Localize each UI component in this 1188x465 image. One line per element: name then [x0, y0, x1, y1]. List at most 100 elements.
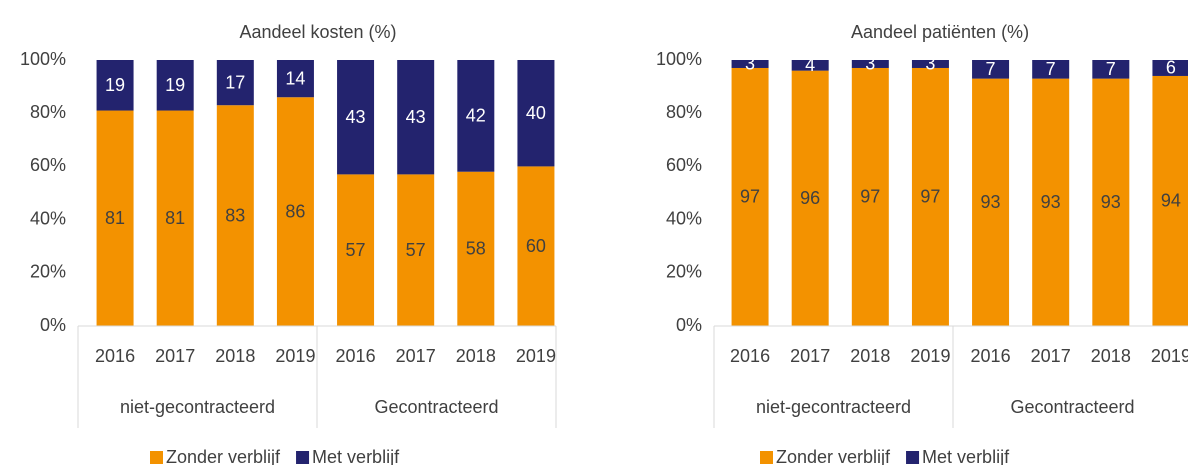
bar-segment — [1152, 60, 1188, 76]
data-label: 3 — [925, 54, 935, 74]
bar-segment — [791, 70, 829, 326]
data-label: 94 — [1161, 191, 1181, 211]
data-label: 3 — [745, 54, 755, 74]
data-label: 7 — [1106, 59, 1116, 79]
bar-segment — [276, 97, 314, 327]
bar-segment — [457, 171, 495, 326]
bar-segment — [96, 110, 134, 326]
data-label: 3 — [865, 54, 875, 74]
bar-segment — [1032, 60, 1070, 79]
bar-segment — [156, 60, 194, 111]
y-tick-label: 100% — [20, 49, 66, 69]
data-label: 97 — [740, 187, 760, 207]
bar-segment — [156, 110, 194, 326]
bar-segment — [397, 60, 435, 175]
bar-segment — [1092, 60, 1130, 79]
y-tick-label: 0% — [676, 315, 702, 335]
data-label: 86 — [285, 201, 305, 221]
bar-segment — [397, 174, 435, 326]
data-label: 19 — [105, 75, 125, 95]
legend-swatch — [906, 451, 920, 464]
group-label: niet-gecontracteerd — [120, 397, 275, 417]
x-tick-label: 2019 — [275, 346, 315, 366]
data-label: 4 — [805, 55, 815, 75]
bar-segment — [337, 60, 375, 175]
data-label: 43 — [406, 107, 426, 127]
data-label: 43 — [346, 107, 366, 127]
data-label: 42 — [466, 106, 486, 126]
x-tick-label: 2019 — [1151, 346, 1188, 366]
y-tick-label: 60% — [666, 155, 702, 175]
x-tick-label: 2017 — [790, 346, 830, 366]
bar-segment — [972, 78, 1010, 327]
bar-segment — [517, 60, 555, 167]
data-label: 40 — [526, 103, 546, 123]
bar-segment — [216, 60, 254, 106]
legend-label: Zonder verblijf — [166, 447, 281, 465]
data-label: 6 — [1166, 58, 1176, 78]
group-label: niet-gecontracteerd — [756, 397, 911, 417]
x-tick-label: 2017 — [155, 346, 195, 366]
bar-segment — [1152, 75, 1188, 327]
bar-segment — [1032, 78, 1070, 327]
data-label: 81 — [105, 208, 125, 228]
legend-label: Zonder verblijf — [776, 447, 891, 465]
bar-segment — [731, 67, 769, 326]
data-label: 97 — [860, 187, 880, 207]
data-label: 14 — [285, 68, 305, 88]
bar-segment — [731, 60, 769, 68]
x-tick-label: 2016 — [336, 346, 376, 366]
y-tick-label: 20% — [666, 262, 702, 282]
bar-segment — [216, 105, 254, 326]
x-tick-label: 2018 — [1091, 346, 1131, 366]
bar-segment — [972, 60, 1010, 79]
group-label: Gecontracteerd — [374, 397, 498, 417]
bar-segment — [517, 166, 555, 326]
legend-swatch — [296, 451, 310, 464]
data-label: 7 — [1046, 59, 1056, 79]
data-label: 97 — [920, 187, 940, 207]
bar-segment — [96, 60, 134, 111]
bar-segment — [911, 67, 949, 326]
y-tick-label: 60% — [30, 155, 66, 175]
x-tick-label: 2019 — [516, 346, 556, 366]
data-label: 7 — [986, 59, 996, 79]
x-tick-label: 2019 — [910, 346, 950, 366]
group-label: Gecontracteerd — [1010, 397, 1134, 417]
y-tick-label: 20% — [30, 262, 66, 282]
x-tick-label: 2016 — [730, 346, 770, 366]
x-tick-label: 2017 — [1031, 346, 1071, 366]
data-label: 83 — [225, 205, 245, 225]
bar-segment — [337, 174, 375, 326]
chart-title: Aandeel patiënten (%) — [851, 22, 1029, 42]
y-tick-label: 0% — [40, 315, 66, 335]
x-tick-label: 2018 — [850, 346, 890, 366]
data-label: 81 — [165, 208, 185, 228]
x-tick-label: 2016 — [971, 346, 1011, 366]
data-label: 17 — [225, 72, 245, 92]
bar-segment — [911, 60, 949, 68]
bar-segment — [1092, 78, 1130, 327]
x-tick-label: 2018 — [215, 346, 255, 366]
y-tick-label: 80% — [30, 102, 66, 122]
legend-label: Met verblijf — [922, 447, 1010, 465]
data-label: 93 — [1101, 192, 1121, 212]
data-label: 93 — [981, 192, 1001, 212]
data-label: 57 — [346, 240, 366, 260]
bar-segment — [851, 60, 889, 68]
y-tick-label: 80% — [666, 102, 702, 122]
data-label: 93 — [1041, 192, 1061, 212]
bar-segment — [457, 60, 495, 172]
x-tick-label: 2017 — [396, 346, 436, 366]
legend-label: Met verblijf — [312, 447, 400, 465]
legend-swatch — [150, 451, 163, 464]
data-label: 19 — [165, 75, 185, 95]
bar-segment — [791, 60, 829, 71]
data-label: 60 — [526, 236, 546, 256]
y-tick-label: 40% — [30, 208, 66, 228]
bar-segment — [276, 60, 314, 98]
data-label: 96 — [800, 188, 820, 208]
y-tick-label: 40% — [666, 208, 702, 228]
legend-swatch — [760, 451, 773, 464]
